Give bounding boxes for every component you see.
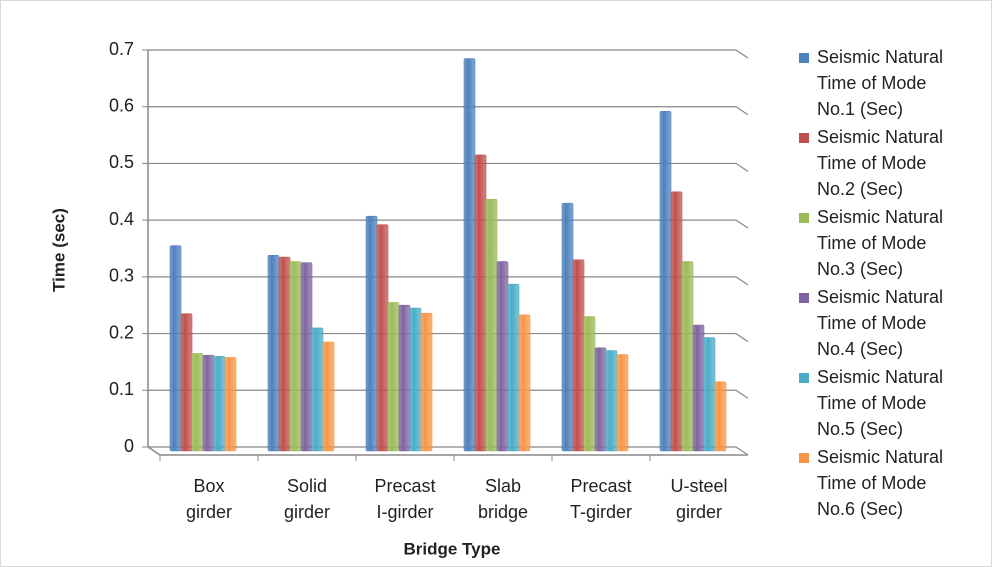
x-axis-title: Bridge Type xyxy=(404,539,501,558)
x-tick-label: Precast I-girder xyxy=(374,476,435,522)
bar xyxy=(659,110,672,452)
bar xyxy=(583,316,596,452)
bar xyxy=(518,314,531,452)
bar xyxy=(507,283,520,452)
bar xyxy=(420,312,433,452)
bar xyxy=(365,215,378,452)
legend-swatch xyxy=(799,133,809,143)
bar xyxy=(224,357,237,452)
bar xyxy=(180,313,193,452)
grid-line xyxy=(148,162,749,172)
bar xyxy=(594,347,607,452)
bar xyxy=(714,381,727,452)
bar xyxy=(202,354,215,452)
legend-swatch xyxy=(799,53,809,63)
legend-swatch xyxy=(799,453,809,463)
legend-swatch xyxy=(799,213,809,223)
y-tick-label: 0.3 xyxy=(109,266,134,286)
grid-line xyxy=(148,219,749,229)
grid-line xyxy=(148,446,749,456)
bar xyxy=(616,354,629,452)
x-tick-label: Solid girder xyxy=(284,476,330,522)
bar xyxy=(485,198,498,452)
legend-swatch xyxy=(799,373,809,383)
bar xyxy=(496,261,509,452)
y-tick-label: 0.2 xyxy=(109,322,134,342)
bar xyxy=(300,262,313,452)
legend-label: Seismic Natural Time of Mode No.3 (Sec) xyxy=(817,207,943,279)
y-tick-label: 0.6 xyxy=(109,95,134,115)
grid-line xyxy=(148,106,749,116)
bar xyxy=(311,327,324,452)
bar xyxy=(572,259,585,452)
y-tick-label: 0 xyxy=(124,436,134,456)
bar xyxy=(322,341,335,452)
bar xyxy=(561,202,574,452)
bar xyxy=(267,255,280,452)
bar xyxy=(289,261,302,452)
y-tick-label: 0.7 xyxy=(109,39,134,59)
legend-label: Seismic Natural Time of Mode No.5 (Sec) xyxy=(817,367,943,439)
y-tick-label: 0.5 xyxy=(109,152,134,172)
legend-swatch xyxy=(799,293,809,303)
bar xyxy=(191,353,204,452)
bar xyxy=(681,261,694,452)
bar xyxy=(213,355,226,452)
bar xyxy=(169,245,182,452)
grid-line xyxy=(148,389,749,399)
x-tick-label: Slab bridge xyxy=(478,476,528,522)
grid-line xyxy=(148,49,749,59)
grid-line xyxy=(148,276,749,286)
bar xyxy=(703,337,716,452)
bar xyxy=(605,350,618,452)
x-tick-label: Precast T-girder xyxy=(570,476,632,522)
grid-line xyxy=(148,332,749,343)
legend-label: Seismic Natural Time of Mode No.2 (Sec) xyxy=(817,127,943,199)
bar xyxy=(409,307,422,452)
bar xyxy=(278,256,291,452)
legend-label: Seismic Natural Time of Mode No.4 (Sec) xyxy=(817,287,943,359)
y-tick-label: 0.4 xyxy=(109,209,134,229)
bar xyxy=(670,191,683,452)
legend-label: Seismic Natural Time of Mode No.1 (Sec) xyxy=(817,47,943,119)
y-axis-title: Time (sec) xyxy=(49,208,68,292)
bar xyxy=(376,224,389,452)
legend-label: Seismic Natural Time of Mode No.6 (Sec) xyxy=(817,447,943,519)
x-tick-label: U-steel girder xyxy=(670,476,727,522)
bar xyxy=(463,58,476,452)
bar xyxy=(692,324,705,452)
bar xyxy=(387,302,400,452)
y-tick-label: 0.1 xyxy=(109,379,134,399)
x-tick-label: Box girder xyxy=(186,476,232,522)
bar xyxy=(398,304,411,452)
bar xyxy=(474,154,487,452)
